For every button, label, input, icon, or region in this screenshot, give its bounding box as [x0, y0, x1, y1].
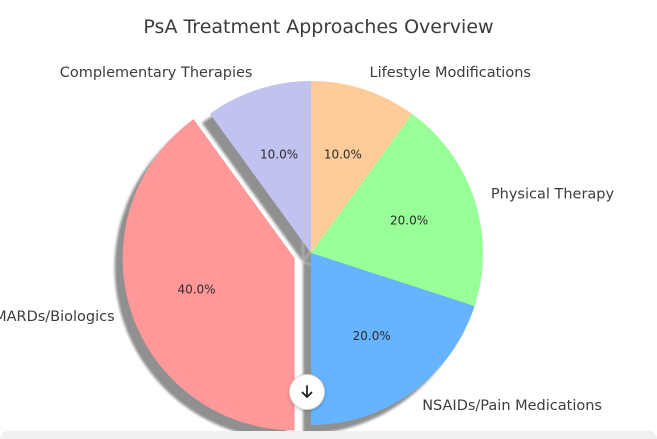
pie-percent-label: 10.0%: [324, 147, 362, 161]
pie-percent-label: 10.0%: [260, 147, 298, 161]
pie-slice-dmards-biologics: [122, 119, 295, 431]
pie-percent-label: 40.0%: [177, 283, 215, 297]
pie-category-label-dmards-biologics: DMARDs/Biologics: [0, 309, 115, 325]
bottom-panel-edge: [0, 431, 657, 439]
arrow-down-icon: [301, 385, 313, 398]
pie-category-label-nsaids-pain-medications: NSAIDs/Pain Medications: [422, 398, 602, 414]
pie-slice-lifestyle-modifications: [311, 81, 413, 253]
pie-category-labels: Lifestyle Modifications Physical Therapy N…: [0, 65, 615, 414]
pie-category-label-lifestyle-modifications: Lifestyle Modifications: [370, 65, 531, 81]
pie-category-label-physical-therapy: Physical Therapy: [491, 187, 615, 203]
pie-percent-label: 20.0%: [390, 214, 428, 228]
chart-title: PsA Treatment Approaches Overview: [143, 16, 494, 38]
pie-slice-physical-therapy: [311, 113, 483, 307]
pie-category-label-complementary-therapies: Complementary Therapies: [60, 65, 253, 81]
pie-slices: [122, 81, 483, 431]
pie-slice-nsaids-pain-medications: [311, 253, 475, 425]
pie-slice-complementary-therapies: [209, 81, 311, 253]
scroll-down-button[interactable]: [289, 374, 325, 410]
pie-percent-label: 20.0%: [353, 329, 391, 343]
pie-percent-labels: 10.0% 20.0% 20.0% 40.0% 10.0%: [177, 147, 428, 343]
